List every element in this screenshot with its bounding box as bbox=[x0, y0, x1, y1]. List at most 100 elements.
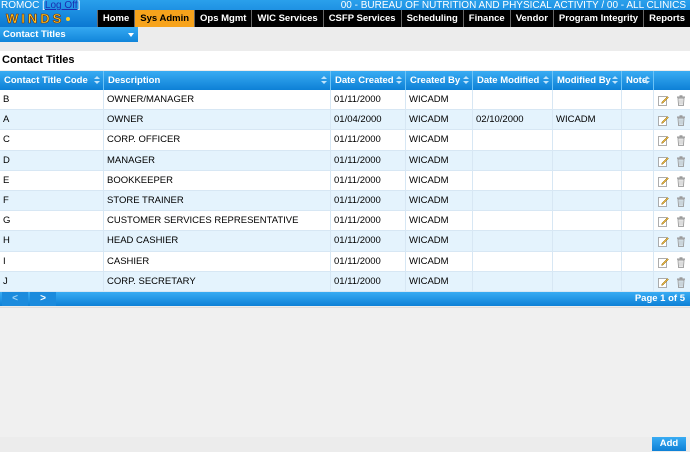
nav-item-finance[interactable]: Finance bbox=[462, 10, 510, 27]
nav-item-scheduling[interactable]: Scheduling bbox=[400, 10, 463, 27]
column-header-note[interactable]: Note bbox=[622, 71, 654, 90]
section-dropdown[interactable]: Contact Titles bbox=[0, 27, 138, 42]
top-bar: ROMOC [Log Off] 00 - BUREAU OF NUTRITION… bbox=[0, 0, 690, 27]
table-row[interactable]: D MANAGER 01/11/2000 WICADM bbox=[0, 150, 690, 171]
sort-icon bbox=[321, 76, 327, 85]
modified-by-cell bbox=[553, 170, 622, 190]
sort-icon bbox=[644, 76, 650, 85]
date-modified-cell bbox=[473, 271, 553, 291]
description-cell: CORP. OFFICER bbox=[104, 130, 331, 150]
note-cell bbox=[622, 130, 654, 150]
created-by-cell: WICADM bbox=[406, 190, 473, 211]
nav-item-csfp-services[interactable]: CSFP Services bbox=[322, 10, 401, 27]
nav-item-reports[interactable]: Reports bbox=[643, 10, 690, 27]
nav-item-program-integrity[interactable]: Program Integrity bbox=[552, 10, 643, 27]
date-modified-cell bbox=[473, 231, 553, 251]
column-header-actions bbox=[654, 71, 690, 90]
edit-icon[interactable] bbox=[658, 134, 669, 147]
column-header-contact-title-code[interactable]: Contact Title Code bbox=[0, 71, 104, 90]
table-row[interactable]: A OWNER 01/04/2000 WICADM 02/10/2000 WICADM bbox=[0, 110, 690, 131]
delete-icon[interactable] bbox=[676, 235, 686, 248]
code-cell: C bbox=[0, 130, 104, 150]
modified-by-cell bbox=[553, 231, 622, 251]
date-created-cell: 01/11/2000 bbox=[331, 271, 406, 291]
date-created-cell: 01/11/2000 bbox=[331, 231, 406, 251]
column-header-label: Created By bbox=[410, 75, 461, 86]
edit-icon[interactable] bbox=[658, 195, 669, 207]
section-dropdown-label: Contact Titles bbox=[3, 29, 66, 40]
nav-item-wic-services[interactable]: WIC Services bbox=[251, 10, 322, 27]
column-header-modified-by[interactable]: Modified By bbox=[553, 71, 622, 90]
delete-icon[interactable] bbox=[676, 256, 686, 268]
note-cell bbox=[622, 231, 654, 251]
add-button[interactable]: Add bbox=[652, 437, 686, 451]
modified-by-cell bbox=[553, 130, 622, 150]
created-by-cell: WICADM bbox=[406, 150, 473, 170]
date-created-cell: 01/11/2000 bbox=[331, 130, 406, 150]
description-cell: HEAD CASHIER bbox=[104, 231, 331, 251]
column-header-created-by[interactable]: Created By bbox=[406, 71, 473, 90]
note-cell bbox=[622, 170, 654, 190]
sort-icon bbox=[612, 76, 618, 85]
row-actions bbox=[654, 252, 690, 271]
table-row[interactable]: E BOOKKEEPER 01/11/2000 WICADM bbox=[0, 170, 690, 191]
column-header-label: Contact Title Code bbox=[4, 75, 88, 86]
note-cell bbox=[622, 211, 654, 231]
edit-icon[interactable] bbox=[658, 276, 669, 288]
edit-icon[interactable] bbox=[658, 94, 669, 106]
delete-icon[interactable] bbox=[676, 114, 686, 127]
nav-item-ops-mgmt[interactable]: Ops Mgmt bbox=[194, 10, 251, 27]
sort-icon bbox=[463, 76, 469, 85]
table-row[interactable]: C CORP. OFFICER 01/11/2000 WICADM bbox=[0, 130, 690, 151]
column-header-date-modified[interactable]: Date Modified bbox=[473, 71, 553, 90]
edit-icon[interactable] bbox=[658, 235, 669, 248]
table-row[interactable]: H HEAD CASHIER 01/11/2000 WICADM bbox=[0, 231, 690, 252]
grid-header: Contact Title Code Description Date Create… bbox=[0, 71, 690, 90]
logoff-link[interactable]: Log Off bbox=[44, 0, 78, 11]
delete-icon[interactable] bbox=[676, 215, 686, 228]
created-by-cell: WICADM bbox=[406, 170, 473, 190]
column-header-description[interactable]: Description bbox=[104, 71, 331, 90]
content-area bbox=[0, 307, 690, 437]
edit-icon[interactable] bbox=[658, 215, 669, 228]
note-cell bbox=[622, 251, 654, 271]
table-row[interactable]: G CUSTOMER SERVICES REPRESENTATIVE 01/11/2… bbox=[0, 211, 690, 232]
column-header-date-created[interactable]: Date Created bbox=[331, 71, 406, 90]
nav-item-home[interactable]: Home bbox=[96, 10, 134, 27]
prev-page-button[interactable]: < bbox=[2, 291, 28, 306]
created-by-cell: WICADM bbox=[406, 110, 473, 130]
delete-icon[interactable] bbox=[676, 276, 686, 288]
delete-icon[interactable] bbox=[676, 175, 686, 187]
description-cell: CORP. SECRETARY bbox=[104, 271, 331, 291]
code-cell: G bbox=[0, 211, 104, 231]
table-row[interactable]: F STORE TRAINER 01/11/2000 WICADM bbox=[0, 190, 690, 212]
row-actions bbox=[654, 231, 690, 250]
edit-icon[interactable] bbox=[658, 114, 669, 127]
delete-icon[interactable] bbox=[676, 155, 686, 167]
modified-by-cell bbox=[553, 251, 622, 271]
table-row[interactable]: J CORP. SECRETARY 01/11/2000 WICADM bbox=[0, 271, 690, 292]
nav-item-sys-admin[interactable]: Sys Admin bbox=[134, 10, 195, 27]
code-cell: H bbox=[0, 231, 104, 251]
description-cell: OWNER bbox=[104, 110, 331, 130]
date-modified-cell bbox=[473, 170, 553, 190]
edit-icon[interactable] bbox=[658, 175, 669, 187]
note-cell bbox=[622, 190, 654, 211]
description-cell: BOOKKEEPER bbox=[104, 170, 331, 190]
delete-icon[interactable] bbox=[676, 94, 686, 107]
created-by-cell: WICADM bbox=[406, 211, 473, 231]
next-page-button[interactable]: > bbox=[30, 291, 56, 306]
row-actions bbox=[654, 110, 690, 129]
edit-icon[interactable] bbox=[658, 256, 669, 268]
delete-icon[interactable] bbox=[676, 195, 686, 208]
row-actions bbox=[654, 171, 690, 190]
table-row[interactable]: B OWNER/MANAGER 01/11/2000 WICADM bbox=[0, 90, 690, 111]
delete-icon[interactable] bbox=[676, 134, 686, 147]
code-cell: A bbox=[0, 110, 104, 130]
edit-icon[interactable] bbox=[658, 155, 669, 167]
description-cell: CUSTOMER SERVICES REPRESENTATIVE bbox=[104, 211, 331, 231]
code-cell: D bbox=[0, 150, 104, 170]
table-row[interactable]: I CASHIER 01/11/2000 WICADM bbox=[0, 251, 690, 272]
nav-item-vendor[interactable]: Vendor bbox=[509, 10, 553, 27]
created-by-cell: WICADM bbox=[406, 130, 473, 150]
